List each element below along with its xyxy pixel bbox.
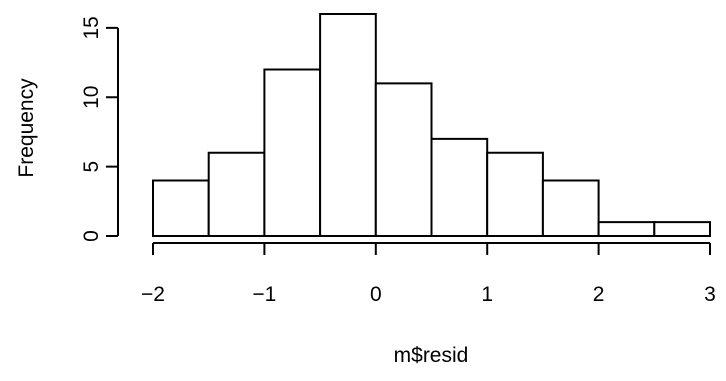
x-tick-label: −1	[252, 283, 276, 306]
histogram-bar	[597, 221, 656, 237]
x-tick-label: 3	[704, 283, 716, 306]
y-tick-label: 15	[80, 16, 103, 39]
y-axis-label: Frequency	[15, 78, 38, 178]
histogram-bar	[152, 179, 210, 237]
x-tick-label: 2	[593, 283, 605, 306]
y-tick-label: 0	[80, 230, 103, 242]
histogram-bar	[653, 221, 711, 237]
y-tick-label: 10	[80, 86, 103, 109]
x-axis-label: m$resid	[394, 344, 469, 367]
histogram-bar	[207, 151, 266, 237]
histogram-bars	[152, 13, 711, 237]
histogram-bar	[319, 13, 377, 237]
y-axis: 0 5 10 15	[80, 16, 119, 242]
x-tick-label: −2	[141, 283, 165, 306]
x-axis: −2 −1 0 1 2 3	[141, 242, 716, 306]
histogram-bar	[263, 68, 322, 237]
x-tick-label: 0	[370, 283, 382, 306]
histogram-bar	[486, 151, 544, 237]
x-tick-label: 1	[481, 283, 493, 306]
y-tick-label: 5	[80, 161, 103, 173]
histogram-bar	[430, 137, 489, 237]
histogram-bar	[541, 179, 600, 237]
histogram-bar	[374, 82, 433, 237]
